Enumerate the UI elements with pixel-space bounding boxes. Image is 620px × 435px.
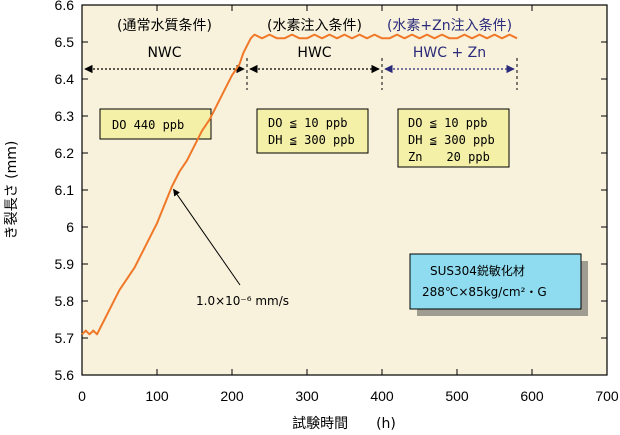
condition-box-hwc: DO ≦ 10 ppb DH ≦ 300 ppb xyxy=(256,108,369,154)
condition-line: Zn 20 ppb xyxy=(408,150,490,164)
phase-title: (水素注入条件) xyxy=(267,17,362,34)
slope-annotation-arrow xyxy=(173,188,241,286)
condition-line: DH ≦ 300 ppb xyxy=(408,133,495,147)
material-line: SUS304鋭敏化材 xyxy=(430,263,525,278)
x-tick-label: 400 xyxy=(370,388,394,404)
y-tick-label: 6.5 xyxy=(55,34,75,50)
y-axis: 5.6 5.7 5.8 5.9 6 6.1 6.2 6.3 6.4 6.5 6.6 xyxy=(55,0,607,383)
x-axis-title: 試験時間 (h) xyxy=(292,416,396,432)
phase-name: HWC xyxy=(297,45,331,61)
phase-name: NWC xyxy=(147,45,181,61)
phase-title: (水素+Zn注入条件) xyxy=(387,17,512,34)
material-box: SUS304鋭敏化材 288℃×85kg/cm²・G xyxy=(409,253,588,316)
phase-name: HWC + Zn xyxy=(413,45,486,61)
y-tick-label: 5.8 xyxy=(55,293,75,309)
condition-line: DH ≦ 300 ppb xyxy=(268,133,355,147)
phase-labels: (通常水質条件) NWC (水素注入条件) HWC (水素+Zn注入条件) HWC + Z… xyxy=(84,17,515,74)
x-tick-label: 300 xyxy=(295,388,319,404)
y-tick-label: 6 xyxy=(66,219,74,235)
y-tick-label: 5.6 xyxy=(55,367,75,383)
material-line: 288℃×85kg/cm²・G xyxy=(422,285,547,299)
condition-box-nwc: DO 440 ppb xyxy=(99,108,212,140)
phase-title: (通常水質条件) xyxy=(117,17,212,34)
y-tick-label: 6.6 xyxy=(55,0,75,13)
y-axis-title: き裂長さ (mm) xyxy=(4,141,20,240)
series-layer xyxy=(81,33,518,336)
phase-dividers xyxy=(246,58,518,90)
x-tick-label: 500 xyxy=(445,388,469,404)
x-tick-label: 0 xyxy=(78,388,86,404)
condition-line: DO ≦ 10 ppb xyxy=(268,116,347,130)
crack-length-series xyxy=(81,33,518,336)
y-tick-label: 5.9 xyxy=(55,256,75,272)
x-tick-label: 600 xyxy=(520,388,544,404)
y-tick-label: 6.2 xyxy=(55,145,75,161)
x-tick-label: 700 xyxy=(595,388,619,404)
condition-box-hwc-zn: DO ≦ 10 ppb DH ≦ 300 ppb Zn 20 ppb xyxy=(397,108,510,168)
condition-line: DO 440 ppb xyxy=(112,118,184,132)
x-tick-label: 200 xyxy=(220,388,244,404)
y-tick-label: 6.1 xyxy=(55,182,75,198)
y-tick-label: 5.7 xyxy=(55,330,75,346)
y-tick-label: 6.4 xyxy=(55,71,75,87)
y-tick-label: 6.3 xyxy=(55,108,75,124)
x-axis: 0 100 200 300 400 500 600 700 xyxy=(78,5,619,404)
condition-line: DO ≦ 10 ppb xyxy=(408,116,487,130)
x-tick-label: 100 xyxy=(145,388,169,404)
slope-annotation: 1.0×10⁻⁶ mm/s xyxy=(196,294,289,308)
